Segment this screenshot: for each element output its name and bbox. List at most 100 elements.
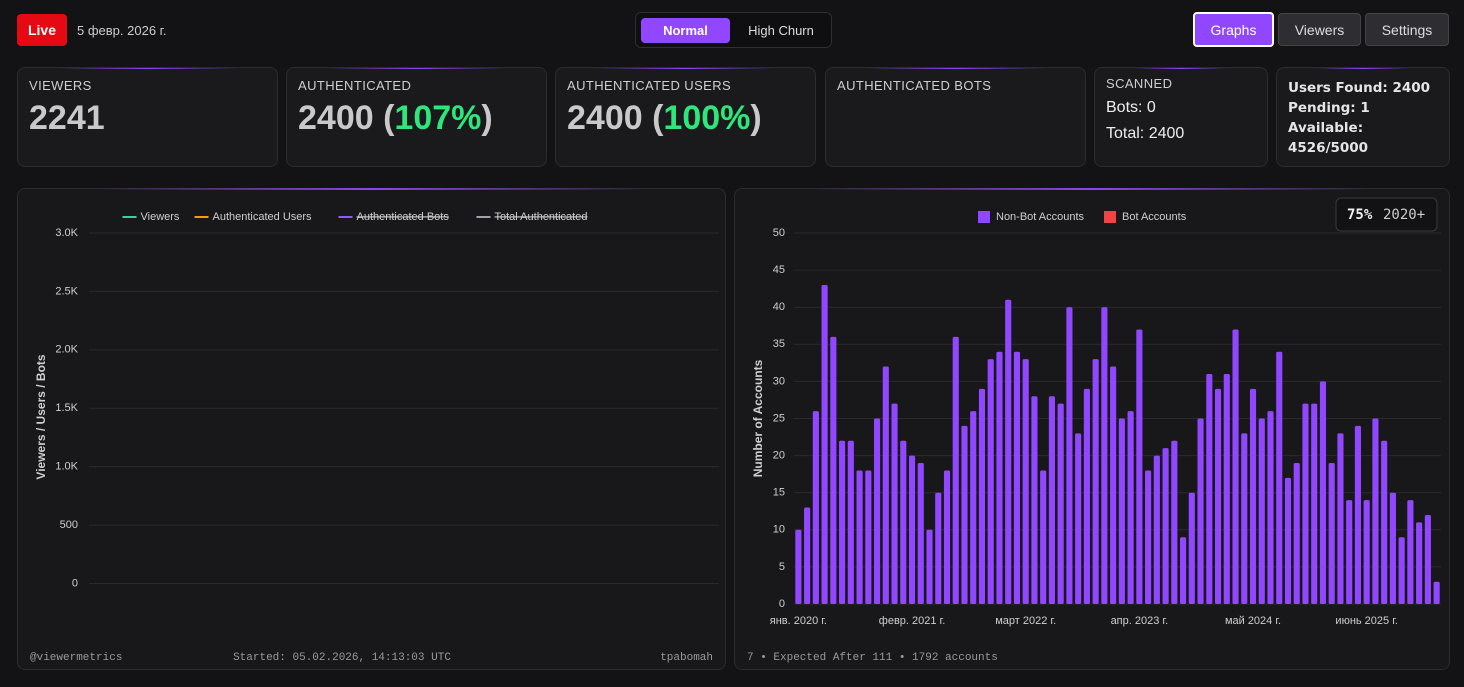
- y-tick-label: 5: [779, 561, 785, 573]
- percent: 107%: [394, 99, 482, 137]
- panel-right: 0 5 10 15 20 25 30 35 40 45 50 Number of Accounts No…: [734, 188, 1450, 670]
- x-tick-label: февр. 2021 г.: [879, 615, 946, 627]
- bar: [1110, 366, 1117, 604]
- bar: [839, 440, 846, 604]
- bar: [1267, 411, 1274, 604]
- bar: [830, 336, 837, 604]
- card-label: SCANNED: [1106, 76, 1173, 91]
- y-tick-label: 15: [773, 487, 785, 499]
- users-found: Users Found: 2400: [1288, 80, 1431, 96]
- y-tick-label: 45: [773, 264, 785, 276]
- badge-range: 2020+: [1383, 207, 1425, 223]
- bar: [935, 492, 942, 604]
- bar: [1346, 500, 1353, 604]
- y-tick-label: 2.0K: [55, 344, 78, 356]
- bar: [1118, 418, 1125, 604]
- y-tick-label: 0: [72, 577, 78, 589]
- card-value: 2400 (107%): [298, 99, 535, 138]
- bar: [1293, 463, 1300, 604]
- bar: [987, 359, 994, 604]
- y-tick-label: 20: [773, 450, 785, 462]
- nav-graphs[interactable]: Graphs: [1193, 12, 1274, 47]
- nav-settings[interactable]: Settings: [1365, 13, 1449, 46]
- bar: [926, 529, 933, 604]
- bar: [1311, 403, 1318, 604]
- legend-label: Viewers: [141, 211, 180, 223]
- nav-viewers[interactable]: Viewers: [1278, 13, 1361, 46]
- card-label: VIEWERS: [29, 78, 92, 93]
- card-authenticated-users: AUTHENTICATED USERS 2400 (100%): [555, 67, 816, 167]
- bar: [847, 440, 854, 604]
- bar: [804, 507, 811, 604]
- bar: [1284, 477, 1292, 604]
- bar: [1389, 492, 1396, 604]
- value: 2241: [29, 99, 105, 137]
- bar: [978, 388, 986, 604]
- bar: [812, 411, 819, 604]
- bar: [1180, 537, 1187, 604]
- bar: [1232, 329, 1239, 604]
- pending: Pending: 1: [1288, 100, 1370, 116]
- mode-high-churn[interactable]: High Churn: [748, 23, 814, 38]
- bar: [1075, 433, 1082, 604]
- x-tick-label: апр. 2023 г.: [1111, 615, 1169, 627]
- y-tick-label: 10: [773, 524, 785, 536]
- y-tick-label: 40: [773, 301, 785, 313]
- bar: [917, 463, 924, 604]
- card-value: 2241: [29, 99, 266, 138]
- x-tick-label: июнь 2025 г.: [1335, 615, 1398, 627]
- bar: [891, 403, 898, 604]
- bar: [1249, 388, 1257, 604]
- footer-text: Started: 05.02.2026, 14:13:03 UTC: [233, 652, 451, 664]
- bar-chart: 0 5 10 15 20 25 30 35 40 45 50 Number of Accounts No…: [747, 197, 1441, 664]
- available-label: Available:: [1288, 120, 1364, 136]
- bar: [1127, 411, 1134, 604]
- bar: [1363, 500, 1370, 604]
- bar: [1101, 307, 1108, 604]
- mode-normal[interactable]: Normal: [641, 18, 730, 43]
- bar: [1328, 463, 1335, 604]
- bar: [908, 455, 916, 604]
- footer-text: @viewermetrics: [30, 652, 122, 664]
- x-tick-label: март 2022 г.: [995, 615, 1056, 627]
- x-tick-label: янв. 2020 г.: [770, 615, 827, 627]
- legend-label: Bot Accounts: [1122, 211, 1187, 223]
- bar: [865, 470, 872, 604]
- bar: [1022, 359, 1029, 604]
- bar: [1407, 500, 1414, 604]
- value: 2400 (: [567, 99, 664, 137]
- paren: ): [481, 99, 493, 137]
- percent: 100%: [663, 99, 751, 137]
- bar: [1214, 388, 1222, 604]
- legend-label: Non-Bot Accounts: [996, 211, 1085, 223]
- y-tick-label: 3.0K: [55, 227, 78, 239]
- live-badge: Live: [17, 14, 67, 46]
- card-value: 2400 (100%): [567, 99, 804, 138]
- card-scanned: SCANNED Bots: 0 Total: 2400: [1094, 67, 1268, 167]
- bar: [1258, 418, 1265, 604]
- scanned-total: Total: 2400: [1106, 125, 1185, 142]
- footer-text: tpabomah: [660, 652, 713, 664]
- bar: [1136, 329, 1143, 604]
- bar: [1241, 433, 1248, 604]
- y-tick-label: 0: [779, 598, 785, 610]
- legend-label: Authenticated Users: [213, 211, 313, 223]
- card-authenticated-bots: AUTHENTICATED BOTS: [825, 67, 1086, 167]
- bar: [1031, 396, 1038, 604]
- bar: [952, 336, 959, 604]
- y-tick-label: 35: [773, 338, 785, 350]
- bar: [1145, 470, 1152, 604]
- bar: [1040, 470, 1047, 604]
- card-users: Users Found: 2400 Pending: 1 Available: …: [1276, 67, 1450, 167]
- bar: [1206, 373, 1213, 604]
- bar: [821, 284, 828, 604]
- mode-toggle: Normal High Churn: [635, 12, 832, 48]
- bar: [1223, 373, 1230, 604]
- bar: [1302, 403, 1309, 604]
- bar: [1416, 522, 1423, 604]
- bar: [1372, 418, 1379, 604]
- y-tick-label: 1.5K: [55, 402, 78, 414]
- y-tick-label: 1.0K: [55, 461, 78, 473]
- date: 5 февр. 2026 г.: [77, 23, 167, 38]
